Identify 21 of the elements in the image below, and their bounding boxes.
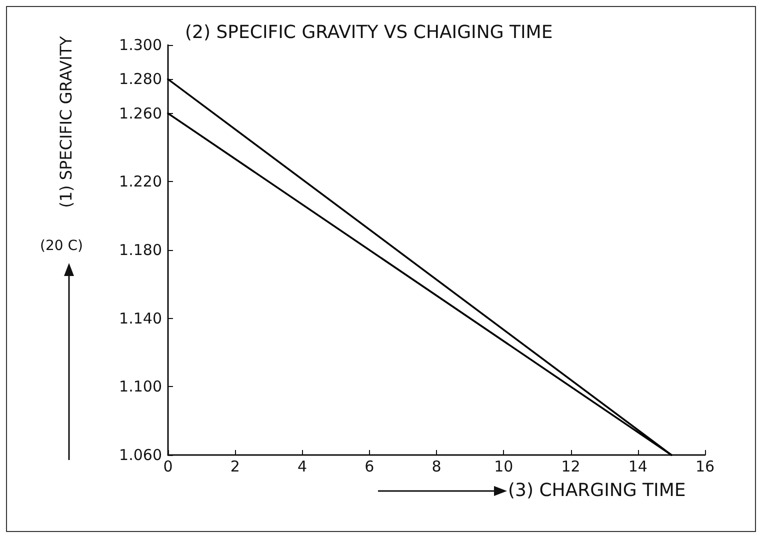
x-tick-label: 10 <box>494 458 514 476</box>
y-tick-label: 1.140 <box>119 309 162 328</box>
x-tick-label: 8 <box>432 458 442 476</box>
x-tick-label: 6 <box>364 458 374 476</box>
x-tick-label: 12 <box>561 458 580 476</box>
x-tick-label: 14 <box>628 458 648 476</box>
y-tick-label: 1.100 <box>119 378 162 396</box>
y-tick-label: 1.280 <box>119 70 162 88</box>
y-tick-label: 1.260 <box>119 104 162 122</box>
x-tick-label: 4 <box>297 458 308 476</box>
text: (20 C) <box>40 238 83 254</box>
y-axis-title: (1) SPECIFIC GRAVITY <box>56 36 76 208</box>
y-tick-label: 1.300 <box>119 36 162 54</box>
y-tick-label: 1.060 <box>119 446 162 464</box>
x-tick-label: 16 <box>695 458 715 476</box>
x-tick-label: 2 <box>230 458 240 476</box>
y-tick-label: 1.220 <box>119 172 162 191</box>
chart-title: (2) SPECIFIC GRAVITY VS CHAIGING TIME <box>185 22 553 43</box>
x-tick-label: 0 <box>163 458 173 476</box>
x-axis-title: (3) CHARGING TIME <box>508 480 686 501</box>
y-tick-label: 1.180 <box>119 241 162 259</box>
